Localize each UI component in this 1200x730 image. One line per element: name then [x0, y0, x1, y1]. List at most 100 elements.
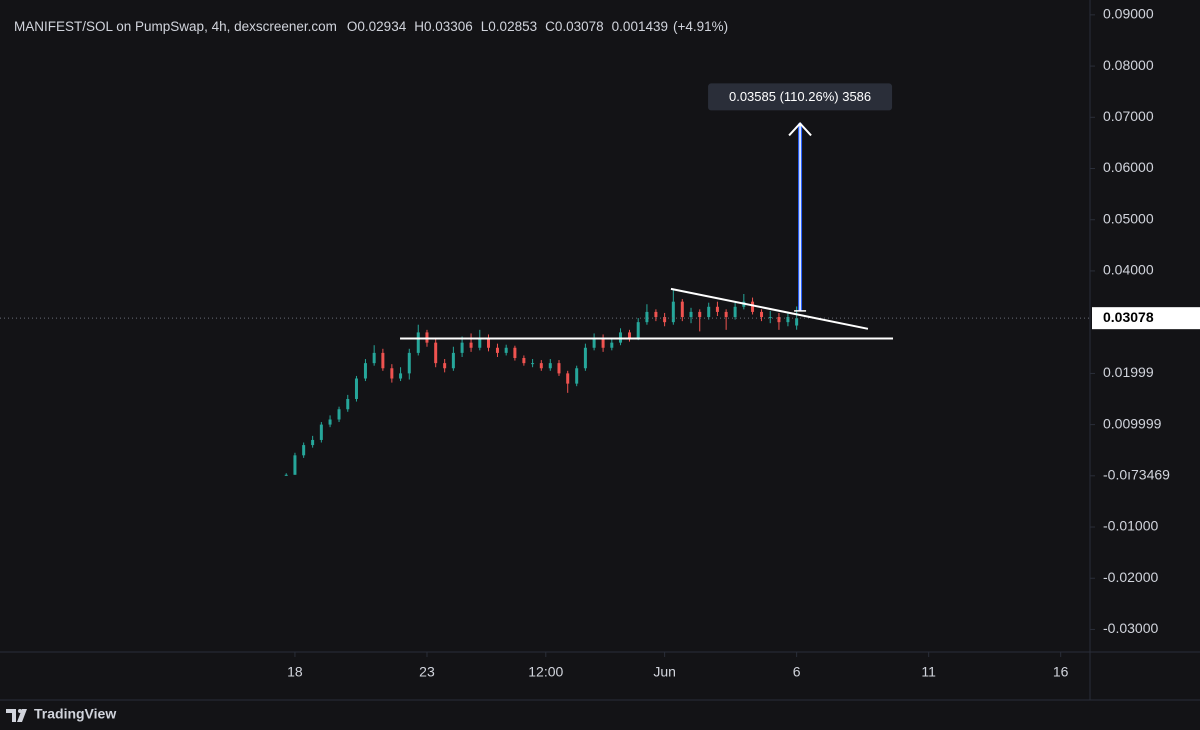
candle-body: [786, 317, 790, 323]
candle-body: [548, 363, 552, 369]
candle-body: [663, 317, 667, 323]
ohlc-value: 0.02934: [357, 19, 406, 34]
candle-body: [583, 347, 587, 369]
candle-body: [724, 311, 728, 318]
candle-body: [645, 311, 649, 323]
chart-header: MANIFEST/SOL on PumpSwap, 4h, dexscreene…: [14, 19, 728, 34]
candle-body: [293, 455, 297, 475]
y-tick-label: 0.06000: [1103, 159, 1154, 175]
candle-body: [328, 419, 332, 425]
y-tick-label: -0.01000: [1103, 518, 1158, 534]
candle-body: [575, 368, 579, 384]
candle-body: [751, 301, 755, 312]
candle-body: [319, 424, 323, 440]
candle-body: [311, 439, 315, 446]
candle-body: [531, 363, 535, 365]
candle-body: [610, 342, 614, 348]
last-price-box: [1092, 307, 1200, 330]
candle-body: [460, 342, 464, 353]
y-tick-label: 0.09000: [1103, 6, 1154, 22]
candle-body: [390, 368, 394, 379]
candle-body: [407, 352, 411, 374]
candle-body: [680, 301, 684, 318]
x-tick-label: Jun: [653, 664, 676, 680]
y-tick-label: 0.07000: [1103, 108, 1154, 124]
candle-body: [522, 358, 526, 364]
y-tick-label: 0.05000: [1103, 210, 1154, 226]
candle-body: [654, 311, 658, 318]
measure-arrowhead: [788, 121, 812, 137]
x-tick-label: 16: [1053, 664, 1069, 680]
candle-body: [381, 352, 385, 369]
candle-body: [486, 337, 490, 348]
x-tick-label: 23: [419, 664, 435, 680]
candle-body: [619, 332, 623, 343]
ohlc-label: L: [481, 19, 489, 34]
y-tick-label: 0.04000: [1103, 262, 1154, 278]
candle-body: [443, 363, 447, 369]
measure-label-box: [708, 83, 893, 111]
y-tick-label: -0.0ı73469: [1103, 467, 1170, 483]
candle-body: [671, 301, 675, 323]
candle-body: [566, 373, 570, 384]
y-tick-label: -0.03000: [1103, 620, 1158, 636]
ohlc-value: 0.02853: [488, 19, 537, 34]
candle-body: [689, 311, 693, 318]
candle-body: [513, 347, 517, 359]
candle-body: [698, 311, 702, 318]
y-tick-label: 0.08000: [1103, 57, 1154, 73]
ohlc-label: C: [545, 19, 555, 34]
candle-body: [469, 342, 473, 348]
candle-body: [416, 332, 420, 353]
footer-brand: TradingView: [34, 706, 116, 722]
candle-body: [760, 311, 764, 318]
ohlc-label: O: [347, 19, 358, 34]
candle-body: [627, 332, 631, 338]
measure-label: 0.03585 (110.26%) 3586: [729, 89, 871, 104]
candle-body: [337, 409, 341, 420]
candle-body: [302, 445, 306, 456]
y-tick-label: -0.02000: [1103, 569, 1158, 585]
candle-body: [557, 363, 561, 374]
candle-body: [346, 398, 350, 410]
trend-line: [670, 287, 869, 330]
candle-body: [733, 306, 737, 318]
ohlc-value: 0.03078: [555, 19, 604, 34]
ohlc-value: 0.03306: [424, 19, 473, 34]
change: 0.001439: [612, 19, 668, 34]
candle-body: [434, 342, 438, 364]
candle-body: [372, 352, 376, 364]
candle-body: [592, 337, 596, 348]
y-tick-label: 0.01999: [1103, 364, 1154, 380]
logo-icon: [6, 709, 27, 722]
candle-body: [707, 306, 711, 318]
candle-body: [777, 317, 781, 323]
candle-body: [478, 337, 482, 348]
x-tick-label: 6: [793, 664, 801, 680]
candle-body: [284, 474, 288, 476]
tradingview-logo: TradingView: [6, 706, 116, 722]
candle-body: [399, 373, 403, 379]
candle-body: [451, 352, 455, 369]
candle-body: [363, 363, 367, 379]
x-tick-label: 12:00: [528, 664, 563, 680]
candle-body: [539, 363, 543, 369]
symbol: MANIFEST/SOL on PumpSwap, 4h, dexscreene…: [14, 19, 337, 34]
last-price-label: 0.03078: [1103, 309, 1154, 325]
candle-body: [715, 306, 719, 312]
candle-body: [495, 347, 499, 353]
x-tick-label: 11: [921, 664, 936, 680]
logo-icon: [18, 709, 22, 713]
candle-body: [504, 347, 508, 353]
candle-body: [354, 378, 358, 399]
candle-body: [601, 337, 605, 348]
y-tick-label: 0.009999: [1103, 415, 1162, 431]
ohlc-label: H: [414, 19, 424, 34]
candle-body: [795, 318, 799, 326]
candle-body: [768, 317, 772, 319]
candle-body: [636, 322, 640, 338]
x-tick-label: 18: [287, 664, 303, 680]
candle-body: [425, 332, 429, 343]
